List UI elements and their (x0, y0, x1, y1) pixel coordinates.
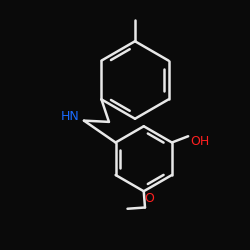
Text: O: O (144, 192, 154, 205)
Text: OH: OH (190, 135, 209, 148)
Text: HN: HN (60, 110, 80, 123)
